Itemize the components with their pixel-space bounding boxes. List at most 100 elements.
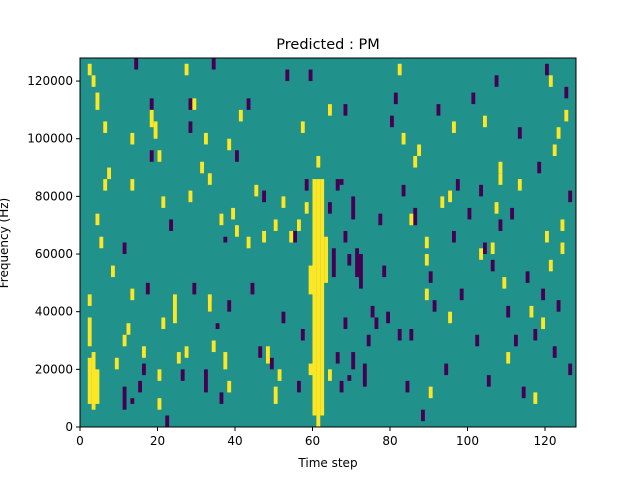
heatmap-cell-low xyxy=(382,265,387,278)
heatmap-cell-low xyxy=(386,311,391,324)
heatmap-cell-low xyxy=(293,230,298,243)
heatmap-cell-low xyxy=(145,282,150,295)
heatmap-cell-high xyxy=(452,121,456,133)
heatmap-cell-low xyxy=(401,184,406,197)
heatmap-cell-low xyxy=(397,328,402,341)
heatmap-cell-low xyxy=(498,219,503,231)
heatmap-cell-high xyxy=(107,167,112,180)
x-axis-ticks: 0 20 40 60 80 100 120 xyxy=(76,427,556,448)
heatmap-cell-high xyxy=(91,352,96,410)
heatmap-cell-low xyxy=(486,375,491,387)
heatmap-cell-low xyxy=(444,363,449,376)
y-tick-label: 120000 xyxy=(27,74,73,88)
heatmap-cell-low xyxy=(215,323,220,329)
y-tick-label: 40000 xyxy=(35,305,73,319)
heatmap-cell-high xyxy=(95,369,100,404)
heatmap-cell-high xyxy=(533,392,538,404)
heatmap-cell-high xyxy=(149,109,154,128)
heatmap-cell-high xyxy=(324,236,329,283)
heatmap-cell-high xyxy=(316,179,321,427)
heatmap-cell-high xyxy=(541,317,546,329)
heatmap-cell-high xyxy=(448,190,453,203)
heatmap-cell-high xyxy=(424,288,429,301)
heatmap-cell-low xyxy=(525,271,530,283)
heatmap-cell-low xyxy=(552,346,557,358)
heatmap-cell-low xyxy=(494,75,499,87)
heatmap-cell-low xyxy=(370,305,375,318)
plot-frame xyxy=(79,57,577,428)
y-tick-label: 80000 xyxy=(35,189,73,203)
heatmap-cell-high xyxy=(184,346,189,358)
heatmap-cell-low xyxy=(149,150,154,162)
heatmap-cell-high xyxy=(126,323,131,335)
heatmap-cell-high xyxy=(161,317,166,329)
x-axis-label: Time step xyxy=(297,456,357,470)
heatmap-cell-high xyxy=(157,150,162,162)
heatmap-cell-high xyxy=(103,179,108,191)
heatmap-cell-high xyxy=(417,144,422,157)
heatmap-cell-low xyxy=(366,334,371,347)
y-tick-label: 0 xyxy=(65,420,73,434)
heatmap-cell-low xyxy=(219,392,224,404)
heatmap-cell-high xyxy=(556,127,561,139)
heatmap-cell-low xyxy=(138,380,143,393)
heatmap-cell-low xyxy=(510,207,515,220)
heatmap-cell-low xyxy=(362,363,367,387)
heatmap-cell-high xyxy=(254,184,259,197)
heatmap-cell-low xyxy=(297,380,301,393)
heatmap-cell-high xyxy=(304,202,309,214)
heatmap-cell-low xyxy=(564,86,569,99)
heatmap-cell-high xyxy=(87,63,92,76)
heatmap-cell-low xyxy=(490,259,495,272)
heatmap-cell-high xyxy=(409,213,414,226)
heatmap-cell-low xyxy=(556,300,561,312)
heatmap-cell-low xyxy=(459,288,464,301)
heatmap-cell-high xyxy=(219,213,224,226)
heatmap-cell-high xyxy=(246,236,251,249)
heatmap-cell-high xyxy=(328,104,332,116)
heatmap-cell-high xyxy=(273,386,278,404)
heatmap-cell-low xyxy=(192,282,197,295)
heatmap-cell-high xyxy=(277,369,282,381)
heatmap-cell-low xyxy=(359,254,363,289)
heatmap-cell-low xyxy=(149,98,154,110)
heatmap-cell-low xyxy=(339,179,344,185)
heatmap-cell-high xyxy=(157,398,162,410)
heatmap-cell-low xyxy=(304,179,309,191)
heatmap-cell-low xyxy=(537,161,542,174)
x-tick-label: 100 xyxy=(456,434,479,448)
heatmap-cell-low xyxy=(514,334,518,347)
heatmap-cell-low xyxy=(130,398,135,404)
heatmap-cell-low xyxy=(405,380,410,393)
heatmap-cell-low xyxy=(343,104,348,116)
heatmap-cell-high xyxy=(300,121,305,133)
heatmap-cell-low xyxy=(308,69,313,82)
heatmap-cell-high xyxy=(99,236,104,249)
heatmap-cell-low xyxy=(517,127,522,139)
heatmap-cell-low xyxy=(269,357,274,370)
heatmap-cell-high xyxy=(424,254,429,266)
heatmap-cell-low xyxy=(169,219,174,231)
heatmap-cell-high xyxy=(173,294,177,324)
heatmap-cell-low xyxy=(428,271,433,283)
heatmap-cell-high xyxy=(235,225,239,237)
heatmap-cell-high xyxy=(506,352,511,364)
heatmap-cell-low xyxy=(479,184,484,197)
heatmap-cell-high xyxy=(483,115,487,128)
x-tick-label: 0 xyxy=(76,434,84,448)
heatmap-cell-high xyxy=(548,75,553,87)
heatmap-cell-high xyxy=(238,109,243,122)
heatmap-cell-low xyxy=(521,386,526,399)
x-tick-label: 120 xyxy=(534,434,557,448)
heatmap-cell-low xyxy=(335,179,340,191)
x-tick-label: 80 xyxy=(382,434,397,448)
heatmap-cell-low xyxy=(378,213,383,226)
heatmap-cell-low xyxy=(258,346,263,358)
x-tick-label: 20 xyxy=(150,434,165,448)
heatmap-cell-low xyxy=(471,92,476,105)
heatmap-cell-high xyxy=(204,132,208,145)
heatmap-cell-high xyxy=(498,161,503,174)
chart-title: Predicted : PM xyxy=(276,37,379,53)
heatmap-cell-low xyxy=(134,58,139,70)
